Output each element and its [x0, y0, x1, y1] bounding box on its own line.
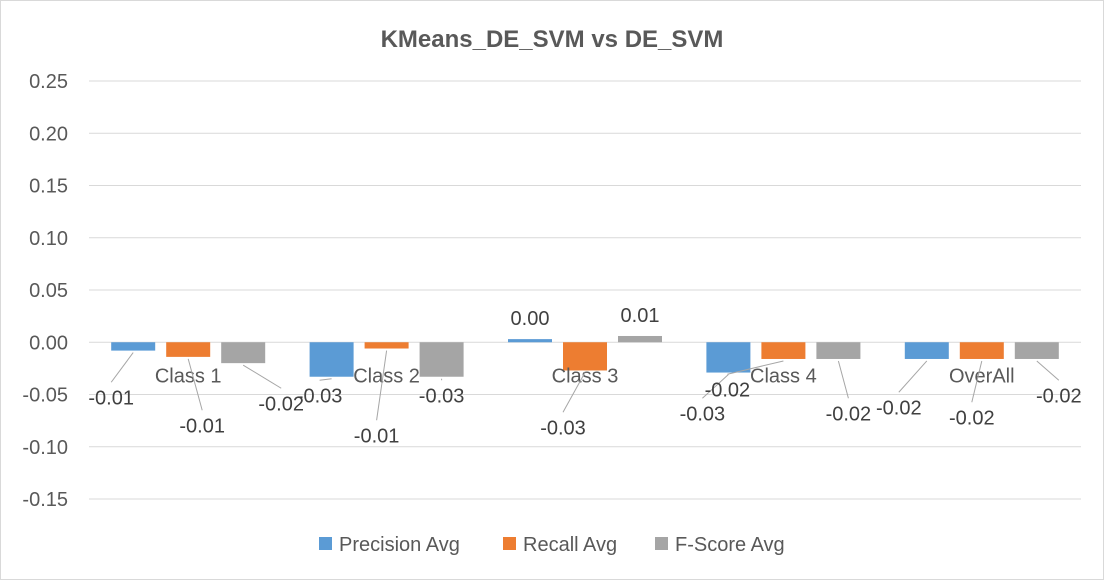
leader-line [898, 360, 928, 393]
data-label: -0.01 [179, 415, 225, 437]
bar-f-score-avg [221, 342, 266, 364]
legend: Precision Avg Recall Avg F-Score Avg [319, 534, 785, 556]
data-label: 0.01 [621, 305, 660, 327]
bar-f-score-avg [1014, 342, 1059, 359]
bar-precision-avg [904, 342, 949, 359]
y-tick-label: 0.00 [29, 332, 68, 354]
data-label: 0.00 [511, 308, 550, 330]
legend-swatch [655, 537, 668, 550]
category-label: Class 1 [155, 365, 222, 387]
data-label: -0.02 [1036, 385, 1082, 407]
bar-precision-avg [309, 342, 354, 377]
y-tick-label: -0.05 [22, 385, 68, 407]
y-axis-ticks: 0.25 0.20 0.15 0.10 0.05 0.00 -0.05 -0.10 -0.15 [22, 71, 68, 511]
data-label: -0.01 [354, 425, 400, 447]
data-label: -0.03 [540, 417, 586, 439]
data-label: -0.02 [826, 403, 872, 425]
y-tick-label: 0.10 [29, 228, 68, 250]
category-label: Class 3 [552, 365, 619, 387]
legend-swatch [503, 537, 516, 550]
bar-f-score-avg [618, 335, 662, 343]
data-labels: -0.01-0.01-0.02-0.03-0.01-0.030.00-0.030… [88, 305, 1081, 447]
y-tick-label: -0.10 [22, 437, 68, 459]
data-label: -0.03 [297, 385, 343, 407]
bars [111, 335, 1059, 377]
legend-label: F-Score Avg [675, 534, 785, 556]
y-tick-label: 0.20 [29, 123, 68, 145]
data-label: -0.02 [876, 397, 922, 419]
bar-f-score-avg [816, 342, 861, 359]
leader-line [376, 350, 388, 421]
category-label: Class 4 [750, 365, 817, 387]
leader-line [1036, 360, 1060, 381]
leader-line [562, 372, 586, 413]
bar-precision-avg [706, 342, 751, 373]
data-label: -0.01 [88, 387, 134, 409]
category-labels: Class 1 Class 2 Class 3 Class 4 OverAll [155, 365, 1015, 387]
y-tick-label: 0.05 [29, 280, 68, 302]
legend-label: Precision Avg [339, 534, 460, 556]
chart-title: KMeans_DE_SVM vs DE_SVM [381, 26, 724, 53]
data-label: -0.02 [258, 393, 304, 415]
legend-swatch [319, 537, 332, 550]
data-label: -0.02 [705, 379, 751, 401]
bar-f-score-avg [419, 342, 464, 377]
leader-line [837, 360, 849, 399]
leader-line [110, 352, 134, 383]
data-label: -0.02 [949, 407, 995, 429]
category-label: Class 2 [353, 365, 420, 387]
y-tick-label: 0.15 [29, 176, 68, 198]
data-label: -0.03 [680, 403, 726, 425]
data-label: -0.03 [419, 385, 465, 407]
legend-label: Recall Avg [523, 534, 617, 556]
leader-line [187, 358, 203, 411]
leader-line [319, 378, 332, 381]
bar-recall-avg [761, 342, 806, 359]
y-tick-label: 0.25 [29, 71, 68, 93]
bar-precision-avg [508, 339, 552, 343]
bar-recall-avg [959, 342, 1004, 359]
category-label: OverAll [949, 365, 1015, 387]
leader-line [727, 360, 784, 375]
bar-recall-avg [166, 342, 211, 357]
leader-lines [110, 350, 1060, 421]
leader-line [971, 360, 983, 403]
y-tick-label: -0.15 [22, 489, 68, 511]
leader-line [242, 364, 282, 389]
bar-recall-avg [563, 342, 607, 371]
leader-line [702, 374, 729, 399]
bar-precision-avg [111, 342, 156, 351]
bar-recall-avg [364, 342, 409, 349]
